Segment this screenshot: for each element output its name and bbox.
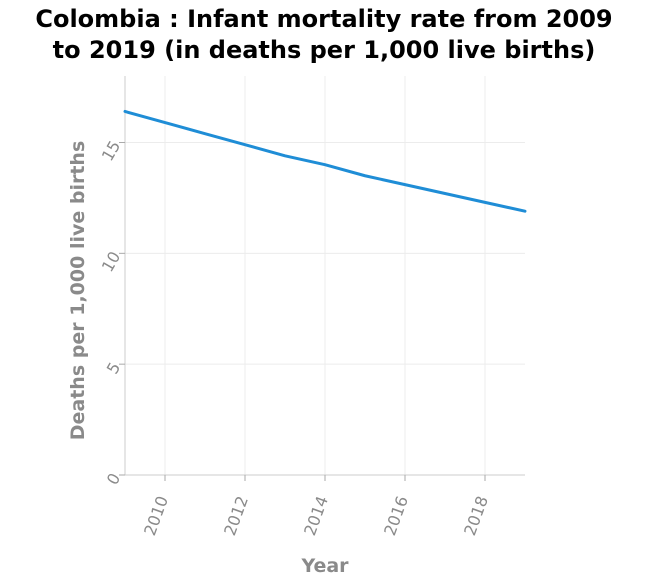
y-tick-label: 0	[103, 470, 125, 488]
y-tick-label: 10	[98, 248, 125, 275]
y-axis-ticks: 0 5 10 15	[98, 137, 125, 488]
x-tick-label: 2016	[380, 493, 412, 538]
x-tick-label: 2012	[220, 493, 252, 538]
series-line	[123, 109, 527, 213]
chart-title: Colombia : Infant mortality rate from 20…	[35, 5, 613, 64]
x-tick-label: 2014	[300, 493, 332, 538]
x-axis-ticks: 2010 2012 2014 2016 2018	[140, 475, 492, 538]
x-tick-label: 2018	[460, 493, 492, 538]
y-tick-label: 15	[98, 137, 125, 164]
y-axis-title: Deaths per 1,000 live births	[67, 141, 89, 441]
x-tick-label: 2010	[140, 493, 172, 538]
x-axis-title: Year	[300, 555, 349, 577]
series-layer	[123, 109, 527, 213]
grid	[125, 76, 525, 475]
y-tick-label: 5	[103, 359, 125, 377]
